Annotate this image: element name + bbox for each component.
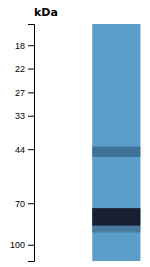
tick-label: 27 bbox=[15, 88, 25, 98]
y-axis: 100 70 44 33 27 22 18 bbox=[10, 25, 35, 262]
tick-mark bbox=[28, 69, 34, 70]
lane bbox=[92, 24, 140, 261]
tick-mark bbox=[28, 245, 34, 246]
tick: 27 bbox=[15, 88, 34, 98]
tick-label: 100 bbox=[10, 240, 25, 250]
tick-label: 70 bbox=[15, 199, 25, 209]
tick: 18 bbox=[15, 41, 34, 51]
chart: 100 70 44 33 27 22 18 kDa bbox=[0, 0, 150, 267]
tick-label: 44 bbox=[15, 145, 25, 155]
tick-label: 33 bbox=[15, 111, 25, 121]
tick: 22 bbox=[15, 64, 34, 74]
tick-mark bbox=[28, 203, 34, 204]
band bbox=[92, 208, 140, 226]
axis-line bbox=[28, 25, 35, 262]
tick: 100 bbox=[10, 240, 34, 250]
tick: 33 bbox=[15, 111, 34, 121]
tick-label: 22 bbox=[15, 64, 25, 74]
band bbox=[92, 226, 140, 233]
tick-mark bbox=[28, 45, 34, 46]
tick-mark bbox=[28, 116, 34, 117]
plot: 100 70 44 33 27 22 18 bbox=[10, 24, 140, 262]
tick: 70 bbox=[15, 199, 34, 209]
band bbox=[92, 147, 140, 157]
title: kDa bbox=[34, 6, 58, 19]
marks bbox=[92, 24, 140, 261]
tick: 44 bbox=[15, 145, 34, 155]
tick-mark bbox=[28, 149, 34, 150]
tick-label: 18 bbox=[15, 41, 25, 51]
tick-mark bbox=[28, 92, 34, 93]
